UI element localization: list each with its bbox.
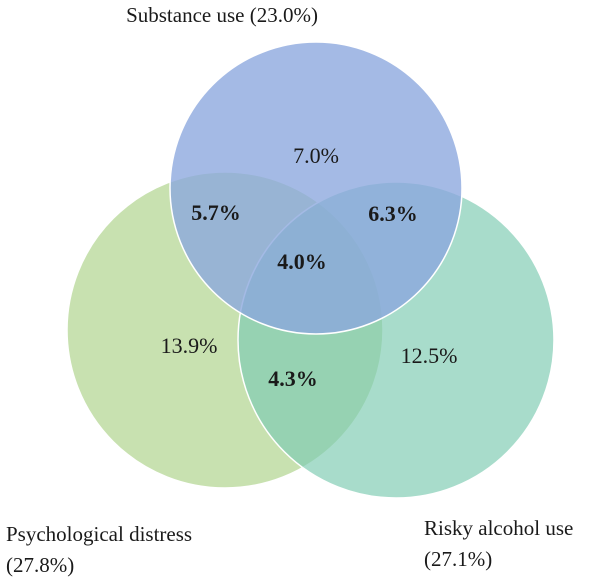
region-distress-alcohol: 4.3% <box>268 366 318 391</box>
region-substance-only: 7.0% <box>293 143 339 168</box>
label-psychological-distress-percent: (27.8%) <box>6 553 74 577</box>
region-substance-alcohol: 6.3% <box>368 201 418 226</box>
circle-substance-use <box>169 41 463 335</box>
region-substance-distress: 5.7% <box>191 200 241 225</box>
label-substance-use: Substance use (23.0%) <box>126 3 318 27</box>
venn-circles <box>66 41 555 499</box>
label-psychological-distress: Psychological distress <box>6 522 192 546</box>
label-risky-alcohol-use-percent: (27.1%) <box>424 547 492 571</box>
region-distress-only: 13.9% <box>161 333 218 358</box>
region-all-three: 4.0% <box>277 249 327 274</box>
label-risky-alcohol-use: Risky alcohol use <box>424 516 573 540</box>
region-alcohol-only: 12.5% <box>401 343 458 368</box>
